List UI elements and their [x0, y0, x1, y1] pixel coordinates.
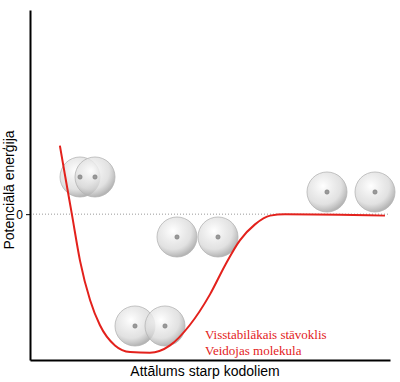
energy-curve — [60, 146, 385, 353]
atoms — [60, 157, 395, 346]
y-axis: 0 — [16, 11, 30, 361]
y-axis-title: Potenciālā enerģija — [1, 130, 17, 249]
y-tick-mark — [26, 214, 30, 215]
atom — [157, 217, 197, 257]
atom — [145, 306, 185, 346]
annotation: Veidojas molekula — [205, 343, 302, 358]
nucleus — [325, 190, 329, 194]
atom — [307, 172, 347, 212]
chart: 0Potenciālā enerģija Attālums starp kodol… — [0, 0, 400, 382]
y-axis-line — [30, 11, 32, 361]
annotations: Visstabilākais stāvoklisVeidojas molekul… — [205, 327, 327, 358]
nucleus — [216, 235, 220, 239]
nucleus — [93, 175, 97, 179]
y-tick: 0 — [16, 208, 30, 222]
plot-area — [60, 146, 385, 353]
nucleus — [78, 175, 82, 179]
nucleus — [133, 324, 137, 328]
x-axis — [31, 360, 391, 361]
x-axis-title: Attālums starp kodoliem — [130, 363, 279, 379]
nucleus — [163, 324, 167, 328]
nucleus — [175, 235, 179, 239]
y-tick-label: 0 — [16, 208, 23, 222]
x-axis-line — [31, 360, 391, 362]
annotation: Visstabilākais stāvoklis — [205, 327, 327, 342]
atom — [75, 157, 115, 197]
atom — [355, 172, 395, 212]
nucleus — [373, 190, 377, 194]
